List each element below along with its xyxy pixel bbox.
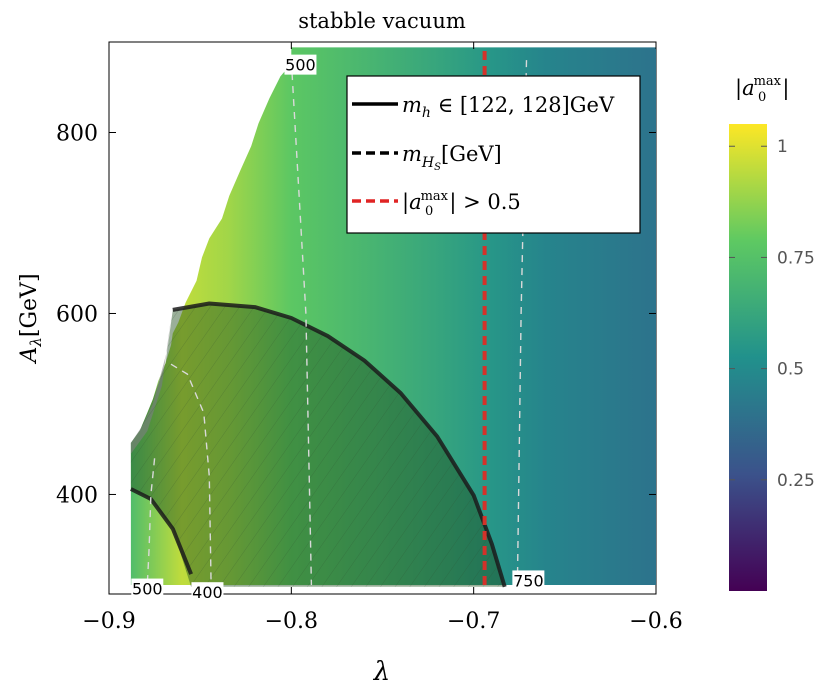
x-tick-label-0: −0.9 <box>82 609 135 634</box>
colorbar-tick-label-3: 0.25 <box>777 471 815 491</box>
contour-label-0: 500 <box>285 56 316 75</box>
colorbar-bar <box>729 124 767 591</box>
series-line-1 <box>130 487 193 575</box>
series-line-2 <box>146 458 156 586</box>
colorbar-tick-label-1: 0.75 <box>777 248 815 268</box>
x-tick-label-3: −0.6 <box>629 609 682 634</box>
y-tick-label-1: 600 <box>56 302 98 327</box>
legend-mhs-label: mHS[GeV] <box>402 142 502 173</box>
legend-mh-label: mh ∈ [122, 128]GeV <box>402 93 615 121</box>
colorbar-tick-label-2: 0.5 <box>777 360 804 380</box>
series-line-3 <box>170 363 212 586</box>
x-tick-label-2: −0.7 <box>447 609 500 634</box>
y-axis: 400 600 800 <box>56 121 656 508</box>
y-tick-label-2: 800 <box>56 121 98 146</box>
contour-label-bg-1 <box>131 578 164 599</box>
contour-label-2: 400 <box>192 583 223 602</box>
series-line-4 <box>290 60 313 586</box>
series-line-0 <box>172 301 507 588</box>
contour-label-bg-2 <box>191 582 224 603</box>
x-tick-label-1: −0.8 <box>265 609 318 634</box>
contour-label-3: 750 <box>513 571 544 590</box>
legend: mh ∈ [122, 128]GeV mHS[GeV] |amax 0 | > 0.… <box>346 75 641 234</box>
chart-title: stabble vacuum <box>298 9 466 33</box>
colorbar-tick-label-0: 1 <box>777 137 788 157</box>
contour-label-bg-0 <box>284 54 317 75</box>
mh-shaded-group <box>130 303 505 587</box>
x-axis: −0.9 −0.8 −0.7 −0.6 <box>82 42 683 634</box>
mh-hatch-region <box>130 303 505 587</box>
x-axis-label: λ <box>373 657 390 687</box>
legend-a0-label: |amax 0 | > 0.5 <box>402 189 521 219</box>
annotation-layer: 500 500 400 750 <box>131 54 545 603</box>
contour-label-1: 500 <box>132 580 163 599</box>
contour-label-bg-3 <box>512 570 545 591</box>
colorbar-label: |amax 0 | <box>735 74 789 105</box>
y-axis-label: Aλ[GeV] <box>17 273 45 364</box>
y-tick-label-0: 400 <box>56 483 98 508</box>
colorbar: |amax 0 | 1 0.75 0.5 0.25 <box>729 74 815 591</box>
colorbar-ticks: 1 0.75 0.5 0.25 <box>729 137 815 491</box>
